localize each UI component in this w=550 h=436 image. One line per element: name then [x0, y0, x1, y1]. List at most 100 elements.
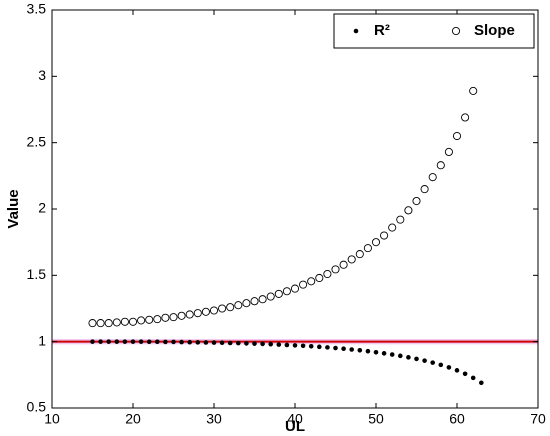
y-tick-label: 1: [38, 332, 46, 348]
point: [282, 287, 291, 296]
point: [120, 317, 129, 326]
point: [130, 339, 136, 344]
point: [187, 339, 192, 345]
point: [236, 340, 241, 346]
point: [412, 196, 421, 206]
point: [252, 341, 257, 346]
point: [112, 318, 121, 327]
y-tick-label: 3.5: [27, 1, 47, 17]
point: [260, 341, 265, 347]
point: [422, 358, 427, 363]
x-axis-label: UL: [285, 418, 305, 435]
point: [106, 339, 111, 344]
point: [242, 299, 251, 308]
point: [104, 319, 113, 328]
point: [146, 339, 152, 345]
point: [88, 319, 97, 328]
point: [454, 368, 460, 373]
x-tick-label: 40: [287, 411, 303, 427]
point: [163, 339, 168, 345]
point: [218, 304, 227, 313]
point: [373, 349, 379, 355]
point: [300, 343, 306, 349]
point: [169, 313, 178, 322]
point: [193, 309, 202, 318]
point: [266, 292, 275, 301]
point: [307, 277, 316, 286]
point: [195, 340, 201, 345]
point: [462, 371, 468, 377]
point: [98, 339, 103, 344]
legend-box: [333, 13, 535, 49]
point: [444, 147, 453, 157]
point: [430, 360, 436, 365]
x-tick-label: 20: [125, 411, 141, 427]
point: [227, 340, 233, 346]
point: [114, 339, 120, 344]
point: [317, 344, 322, 350]
point: [428, 173, 437, 182]
point: [355, 250, 364, 259]
point: [380, 231, 389, 240]
point: [276, 342, 282, 347]
point: [153, 315, 162, 324]
point: [349, 347, 355, 352]
y-tick-label: 2.5: [27, 133, 47, 149]
point: [274, 289, 283, 298]
point: [469, 86, 478, 95]
point: [292, 343, 298, 348]
legend-marker: [451, 26, 461, 36]
point: [365, 348, 371, 354]
point: [250, 297, 259, 306]
point: [290, 284, 300, 293]
point: [128, 317, 138, 326]
point: [461, 113, 470, 122]
point: [341, 346, 346, 351]
point: [388, 223, 397, 232]
point: [258, 295, 267, 304]
point: [333, 345, 338, 351]
y-tick-label: 3: [38, 67, 46, 83]
point: [211, 340, 217, 345]
y-tick-label: 0.5: [27, 399, 47, 415]
legend-marker: [353, 28, 359, 34]
point: [406, 355, 411, 360]
point: [244, 341, 249, 346]
point: [323, 269, 332, 279]
point: [452, 131, 462, 141]
point: [203, 340, 209, 345]
point: [325, 345, 330, 350]
point: [268, 341, 274, 347]
point: [137, 316, 146, 325]
point: [371, 238, 381, 247]
legend-label: R²: [374, 22, 390, 39]
x-tick-label: 60: [449, 411, 465, 427]
point: [179, 339, 184, 345]
x-tick-label: 10: [44, 411, 60, 427]
point: [404, 206, 413, 215]
legend-label: Slope: [474, 22, 515, 39]
point: [96, 319, 105, 328]
point: [171, 339, 176, 345]
point: [389, 352, 395, 357]
point: [331, 265, 340, 274]
point: [420, 185, 429, 194]
point: [446, 365, 452, 370]
point: [398, 353, 403, 359]
point: [339, 260, 348, 269]
point: [284, 342, 290, 348]
point: [347, 255, 356, 264]
point: [201, 307, 210, 316]
y-tick-label: 1.5: [27, 266, 47, 282]
point: [90, 339, 95, 344]
y-axis-label: Value: [5, 189, 22, 228]
point: [138, 339, 144, 344]
plot-frame: [51, 9, 539, 409]
point: [185, 310, 194, 319]
point: [470, 375, 476, 381]
point: [357, 347, 363, 353]
point: [315, 273, 324, 283]
point: [122, 339, 128, 344]
point: [155, 339, 160, 345]
